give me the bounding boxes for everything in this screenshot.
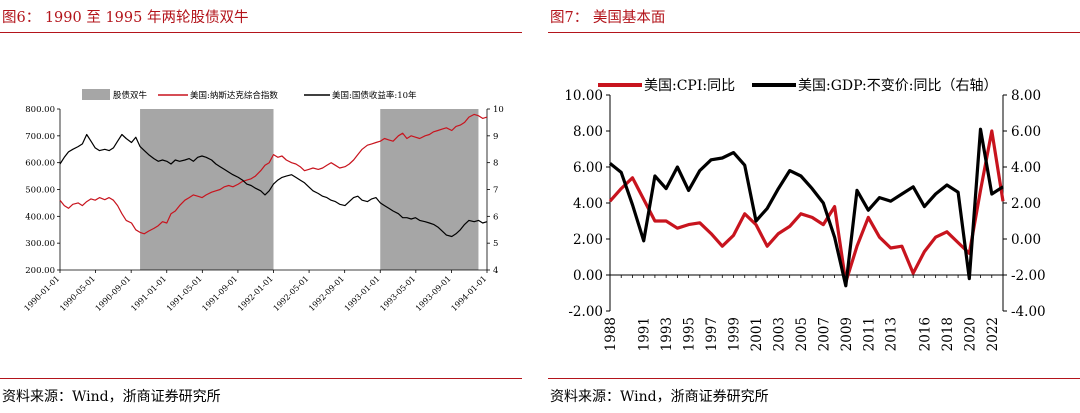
x-tick-label: 1994-01-01 bbox=[449, 274, 488, 313]
shaded-periods bbox=[140, 109, 479, 270]
y-left-tick-label: 8.00 bbox=[573, 124, 603, 140]
legend-label: 美国:CPI:同比 bbox=[644, 78, 735, 94]
figure-6-source: 资料来源：Wind，浙商证券研究所 bbox=[2, 389, 221, 405]
x-tick-label: 1993 bbox=[659, 317, 675, 351]
figure-6-chart: 200.00 300.00 400.00 500.00 600.00 700.00 800.… bbox=[22, 89, 504, 313]
x-tick-label: 1991-01-01 bbox=[129, 274, 168, 313]
y-left-tick-label: 2.00 bbox=[573, 232, 603, 248]
chart-legend: 股债双牛 美国:纳斯达克综合指数 美国:国债收益率:10年 bbox=[82, 89, 417, 101]
y-right-tick-label: 5 bbox=[493, 239, 498, 249]
y-left-tick-label: 200.00 bbox=[25, 266, 55, 276]
y-right-tick-label: 4.00 bbox=[1011, 160, 1041, 176]
y-right-tick-label: 10 bbox=[493, 105, 504, 115]
chart-series bbox=[59, 113, 488, 238]
x-tick-label: 2005 bbox=[794, 317, 810, 351]
x-tick-label: 2013 bbox=[884, 317, 900, 351]
y-right-tick-label: 6 bbox=[493, 212, 498, 222]
chart-series bbox=[608, 127, 1005, 288]
legend-swatch-shaded bbox=[82, 89, 110, 100]
y-right-tick-label: 7 bbox=[493, 186, 498, 196]
figure-7-bottom-rule bbox=[548, 378, 1080, 379]
y-right-tick-label: 2.00 bbox=[1011, 196, 1041, 212]
y-left-tick-label: 10.00 bbox=[564, 88, 603, 104]
figure-6-title: 图6： 1990 至 1995 年两轮股债双牛 bbox=[2, 10, 249, 26]
y-left-tick-label: 500.00 bbox=[25, 186, 55, 196]
x-tick-label: 1995 bbox=[682, 317, 698, 351]
y-right-tick-label: 0.00 bbox=[1011, 232, 1041, 248]
legend-label: 美国:纳斯达克综合指数 bbox=[190, 90, 278, 101]
figure-7-source: 资料来源：Wind，浙商证券研究所 bbox=[550, 389, 769, 405]
x-tick-label: 1990-01-01 bbox=[22, 274, 61, 313]
figure-6-top-rule bbox=[0, 32, 522, 33]
y-right-tick-label: -2.00 bbox=[1011, 268, 1046, 284]
x-tick-label: 2022 bbox=[985, 317, 1001, 351]
x-tick-label: 2018 bbox=[940, 317, 956, 351]
figure-6-panel: 图6： 1990 至 1995 年两轮股债双牛 200.00 300.00 400.… bbox=[0, 0, 522, 413]
treasury-yield-line bbox=[59, 133, 488, 238]
y-left-tick-label: 700.00 bbox=[25, 132, 55, 142]
figure-7-top-rule bbox=[548, 32, 1080, 33]
x-tick-label: 1990-05-01 bbox=[58, 274, 97, 313]
x-tick-label: 2009 bbox=[839, 317, 855, 351]
y-right-tick-label: 4 bbox=[493, 266, 498, 276]
x-tick-label: 2011 bbox=[861, 317, 877, 351]
y-right-tick-label: 8 bbox=[493, 159, 498, 169]
x-tick-label: 1992-09-01 bbox=[307, 274, 346, 313]
legend-label: 股债双牛 bbox=[113, 90, 148, 101]
x-tick-label: 1991 bbox=[637, 317, 653, 351]
figure-7-panel: 图7： 美国基本面 -2.00 0.00 2.00 4.00 6.00 8.00 10.00… bbox=[548, 0, 1080, 413]
x-tick-label: 1992-05-01 bbox=[272, 274, 311, 313]
x-tick-label: 1990-09-01 bbox=[94, 274, 133, 313]
x-tick-label: 1988 bbox=[603, 317, 619, 351]
cpi-line bbox=[608, 129, 1005, 284]
x-tick-label: 2020 bbox=[962, 317, 978, 351]
y-right-tick-label: 9 bbox=[493, 132, 498, 142]
y-left-tick-label: 400.00 bbox=[25, 212, 55, 222]
x-tick-label: 1999 bbox=[727, 317, 743, 351]
x-tick-label: 1992-01-01 bbox=[236, 274, 275, 313]
y-left-tick-label: 6.00 bbox=[573, 160, 603, 176]
x-tick-label: 1993-09-01 bbox=[414, 274, 453, 313]
y-left-tick-label: 4.00 bbox=[573, 196, 603, 212]
x-tick-label: 1991-09-01 bbox=[200, 274, 239, 313]
x-tick-label: 1993-05-01 bbox=[378, 274, 417, 313]
x-tick-label: 1991-05-01 bbox=[165, 274, 204, 313]
y-left-tick-label: 0.00 bbox=[573, 268, 603, 284]
x-tick-label: 1997 bbox=[704, 317, 720, 351]
legend-label: 美国:GDP:不变价:同比（右轴） bbox=[798, 78, 997, 94]
y-left-tick-label: 800.00 bbox=[25, 105, 55, 115]
y-left-tick-label: 600.00 bbox=[25, 159, 55, 169]
shaded-period-1 bbox=[380, 109, 479, 270]
figure-7-chart: -2.00 0.00 2.00 4.00 6.00 8.00 10.00 -4.00 -2.00… bbox=[564, 78, 1045, 351]
gdp-line bbox=[608, 127, 1004, 288]
chart-axes: -2.00 0.00 2.00 4.00 6.00 8.00 10.00 -4.00 -2.00… bbox=[564, 88, 1045, 351]
x-tick-label: 2007 bbox=[816, 317, 832, 351]
nasdaq-line bbox=[59, 113, 488, 235]
y-right-tick-label: 8.00 bbox=[1011, 88, 1041, 104]
chart-legend: 美国:CPI:同比 美国:GDP:不变价:同比（右轴） bbox=[598, 78, 997, 94]
figure-7-title: 图7： 美国基本面 bbox=[550, 10, 666, 26]
x-tick-label: 2001 bbox=[749, 317, 765, 351]
y-right-tick-label: -4.00 bbox=[1011, 304, 1046, 320]
figure-6-bottom-rule bbox=[0, 378, 522, 379]
y-left-tick-label: -2.00 bbox=[568, 304, 603, 320]
x-tick-label: 1993-01-01 bbox=[343, 274, 382, 313]
legend-label: 美国:国债收益率:10年 bbox=[332, 90, 417, 101]
shaded-period-0 bbox=[140, 109, 274, 270]
x-tick-label: 2003 bbox=[771, 317, 787, 351]
y-right-tick-label: 6.00 bbox=[1011, 124, 1041, 140]
x-tick-label: 2016 bbox=[917, 317, 933, 351]
y-left-tick-label: 300.00 bbox=[25, 239, 55, 249]
